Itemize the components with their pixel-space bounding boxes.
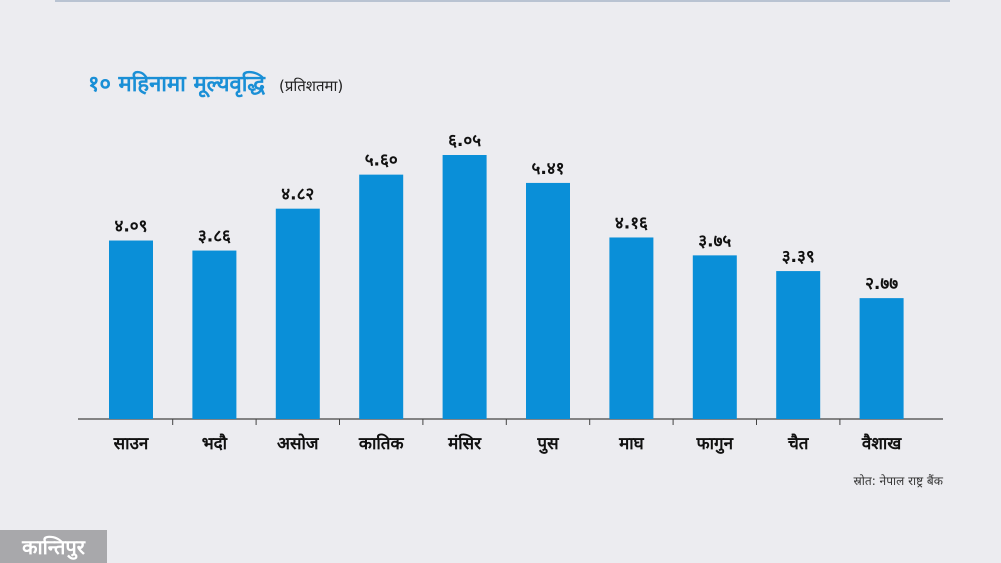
bar	[692, 255, 737, 419]
bar	[776, 271, 821, 419]
bar	[609, 237, 654, 419]
chart-title: १० महिनामा मूल्यवृद्धि	[88, 72, 265, 97]
chart-header: १० महिनामा मूल्यवृद्धि (प्रतिशतमा)	[88, 68, 343, 98]
data-label: ३.३९	[782, 247, 815, 267]
top-rule	[55, 0, 950, 2]
bar	[192, 250, 237, 419]
category-label: चैत	[787, 433, 810, 454]
category-label: कातिक	[358, 433, 405, 454]
category-label: माघ	[618, 434, 645, 454]
category-label: फागुन	[696, 434, 734, 454]
data-label: ३.७५	[698, 231, 731, 251]
category-label: भदौ	[202, 433, 228, 454]
data-label: ४.८२	[281, 185, 314, 205]
category-label: वैशाख	[861, 433, 902, 454]
category-label: असोज	[277, 433, 320, 454]
data-label: ४.१६	[615, 213, 648, 233]
data-label: ६.०५	[448, 131, 481, 151]
category-label: साउन	[113, 434, 149, 454]
bar	[109, 240, 153, 419]
data-label: ५.४१	[532, 159, 565, 179]
bar	[359, 174, 404, 419]
data-label: ५.६०	[365, 151, 398, 171]
data-label: ३.८६	[198, 227, 231, 247]
category-label: मंसिर	[447, 433, 482, 454]
bar	[526, 182, 570, 419]
source-note: स्रोत: नेपाल राष्ट्र बैंक	[853, 474, 943, 488]
data-label: ४.०९	[115, 217, 148, 237]
bar	[275, 208, 320, 419]
bar	[442, 155, 487, 419]
brand-logo: कान्तिपुर	[0, 530, 107, 563]
data-label: २.७७	[865, 274, 898, 294]
bar	[859, 298, 904, 419]
chart-subtitle: (प्रतिशतमा)	[278, 77, 344, 95]
category-label: पुस	[536, 434, 560, 454]
